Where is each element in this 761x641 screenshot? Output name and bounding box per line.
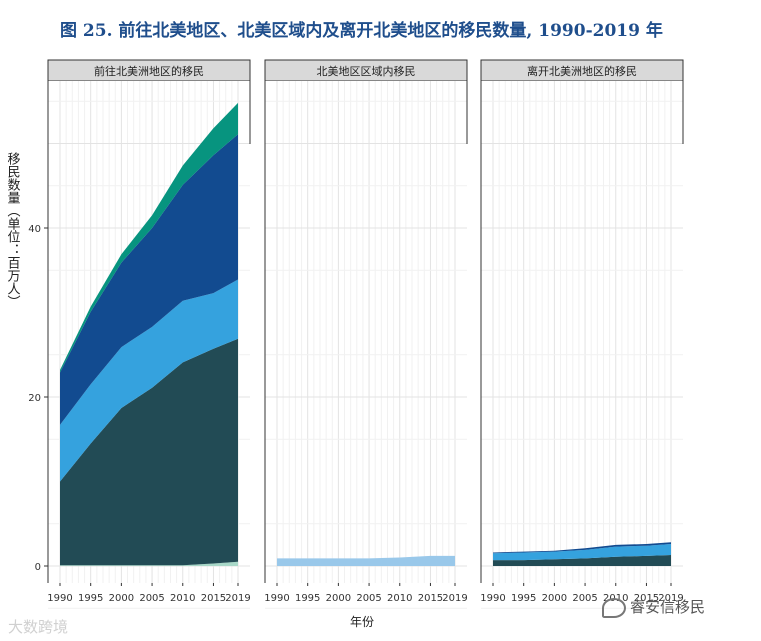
y-axis-title: 移民数量（单位：百万人） [5,152,21,308]
panel-title: 离开北美洲地区的移民 [527,64,637,78]
x-tick-label: 2000 [109,593,134,604]
area-series [60,561,238,566]
y-tick-label: 40 [28,224,41,235]
area-series [493,542,671,554]
x-tick-label: 2019 [658,593,683,604]
x-tick-label: 2010 [387,593,412,604]
x-tick-label: 2000 [542,593,567,604]
chart-title: 图 25. 前往北美地区、北美区域内及离开北美地区的移民数量, 1990-201… [60,21,663,41]
x-tick-label: 1990 [47,593,72,604]
panel-background [481,81,683,583]
area-series [60,134,238,425]
x-tick-label: 2005 [572,593,597,604]
area-series [277,555,455,566]
x-tick-label: 2000 [326,593,351,604]
x-tick-label: 2019 [442,593,467,604]
area-series [60,338,238,566]
area-series [60,102,238,373]
x-tick-label: 2015 [201,593,226,604]
x-tick-label: 2015 [418,593,443,604]
y-tick-label: 0 [35,562,41,573]
x-tick-label: 2019 [225,593,250,604]
x-tick-label: 2005 [139,593,164,604]
watermark-left: 大数跨境 [8,618,69,636]
x-tick-label: 1995 [511,593,536,604]
area-series [493,555,671,566]
wechat-icon [602,597,626,618]
panel-background [265,81,467,583]
x-tick-label: 1995 [78,593,103,604]
x-tick-label: 1995 [295,593,320,604]
x-tick-label: 1990 [480,593,505,604]
watermark-right: 睿安信移民 [602,596,705,618]
y-tick-label: 20 [28,393,41,404]
x-tick-label: 2010 [170,593,195,604]
panel-title: 前往北美洲地区的移民 [94,64,204,78]
x-tick-label: 2015 [634,593,659,604]
area-series [60,279,238,482]
x-tick-label: 1990 [264,593,289,604]
area-series [493,544,671,561]
panel-title: 北美地区区域内移民 [317,64,416,78]
x-tick-label: 2005 [356,593,381,604]
x-axis-title: 年份 [350,615,374,629]
watermark-right-text: 睿安信移民 [630,598,706,616]
